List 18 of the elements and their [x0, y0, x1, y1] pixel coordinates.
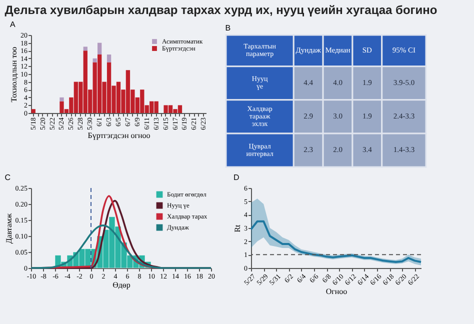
bar: [60, 97, 64, 102]
bar: [98, 42, 102, 54]
x-axis-title: Өдөр: [112, 280, 130, 290]
y-axis-title: Rt: [233, 224, 242, 232]
bar: [92, 58, 97, 62]
text: D: [234, 173, 240, 182]
chart-title: Дельта хувилбарын халдвар тархах хурд их, нууц үеийн хугацаа богино: [4, 3, 438, 17]
text: C: [4, 173, 11, 182]
y-axis-title: Тохиолдлын тоо: [10, 46, 18, 102]
line-series: [250, 220, 422, 263]
text: B: [225, 23, 231, 32]
bar: [106, 54, 112, 62]
text: A: [10, 20, 16, 29]
y-axis-title: Давтамж: [4, 212, 14, 244]
x-axis-title: Бүртгэгдсэн огноо: [88, 130, 150, 140]
x-axis-title: Огноо: [326, 287, 348, 296]
bar: [83, 46, 88, 51]
bar: [31, 109, 36, 113]
